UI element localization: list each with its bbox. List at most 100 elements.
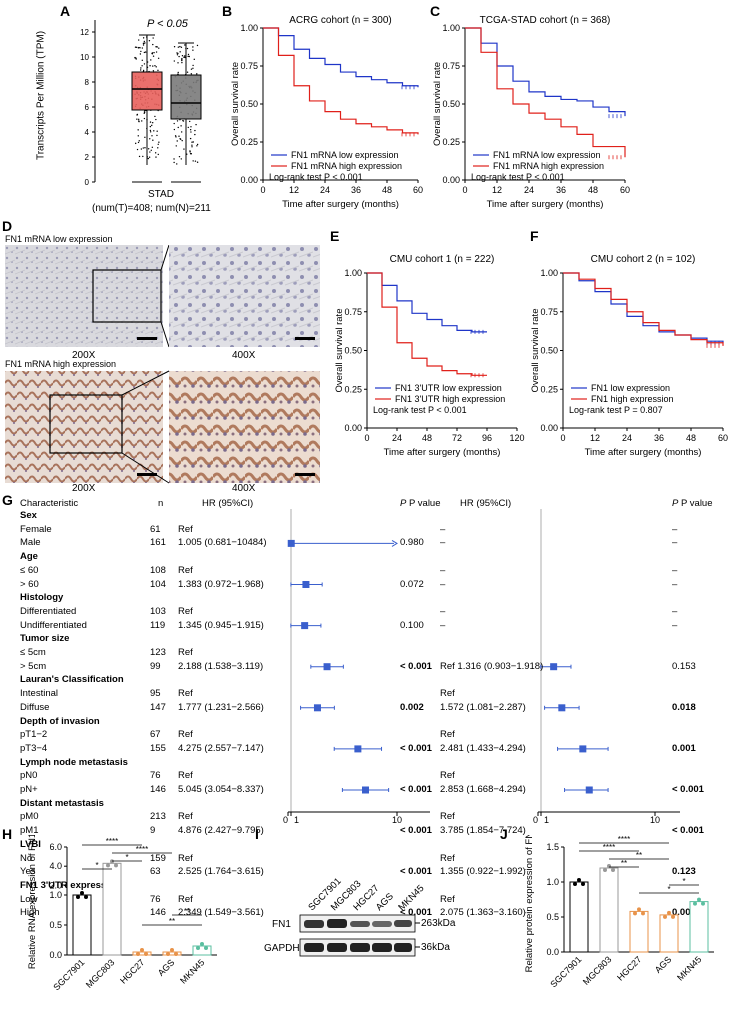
forest-hr2: – [440,564,446,576]
normal-dot [179,51,181,53]
bar-point [577,878,581,882]
header-p1: P P value [400,498,441,509]
forest-p1: < 0.001 [400,660,432,672]
forest-hr1: 2.525 (1.764−3.615) [178,866,264,878]
tumor-dot [143,63,146,65]
tumor-dot [149,65,151,67]
panel-a-ytick: 0 [85,178,90,187]
km-xtick: 12 [590,433,600,443]
normal-dot [191,144,193,146]
km-ytick: 1.00 [344,268,362,278]
km-ytick: 0.25 [240,137,258,147]
forest-label: No [20,852,33,864]
lane-label: MKN45 [396,883,426,913]
sig-stars: ** [636,851,642,860]
tumor-dot [142,147,144,149]
normal-dot [181,139,183,142]
bar-point [633,911,637,916]
bar-point [174,952,178,956]
normal-dot [177,46,180,48]
normal-dot [189,120,191,123]
tumor-dot [151,146,154,149]
forest-hr2: Ref [440,770,455,782]
forest-hr1: Ref [178,523,193,535]
tumor-dot [138,140,140,142]
forest-group-label: LVBI [20,838,41,850]
bar-MKN45 [689,901,709,953]
normal-dot [181,57,183,60]
forest-hr2: – [440,523,446,535]
forest-n: 159 [150,852,166,864]
tumor-dot [157,69,159,72]
tumor-dot [136,118,138,120]
bar-SGC7901 [72,894,92,956]
normal-dot [183,148,185,150]
km-xtick: 96 [482,433,492,443]
forest-p2: – [672,619,678,631]
bar-HGC27 [629,910,649,953]
panel-a-pvalue: P < 0.05 [147,18,189,30]
tumor-dot [152,139,154,141]
size-label-gapdh: 36kDa [421,942,450,953]
forest-n: 147 [150,701,166,713]
normal-dot [173,46,176,48]
forest1-point [362,786,370,794]
normal-dot [191,146,193,148]
tumor-dot [141,120,143,122]
bar-point [573,882,577,886]
km-xtick: 48 [422,433,432,443]
tumor-dot [152,37,154,39]
bar-MKN45 [192,945,212,956]
normal-dot [177,73,179,75]
km-xlabel: Time after surgery (months) [282,199,399,210]
forest-label: High [20,907,40,919]
km-legend-entry: FN1 3'UTR high expression [395,394,505,404]
forest-row: Male 161 1.005 (0.681−10484) 0.980 – – [0,536,730,550]
bar-point [607,864,611,868]
tumor-dot [151,52,153,55]
forest-hr2: – [440,605,446,617]
forest1-point [354,745,362,753]
band-label-gapdh: GAPDH [264,943,300,954]
normal-dot [181,55,184,57]
normal-dot [175,145,177,147]
panel-d-mag-400-high: 400X [232,483,256,494]
normal-dot [186,71,189,73]
km-xtick: 48 [686,433,696,443]
forest-hr2: Ref [440,688,455,700]
forest-hr1: Ref [178,688,193,700]
forest-row: Undifferentiated 119 1.345 (0.945−1.915) 0.… [0,619,730,633]
gapdh-band-3 [350,943,370,952]
km-logrank: Log-rank test P = 0.807 [569,405,663,415]
tumor-dot [138,120,140,123]
km-xtick: 60 [620,185,630,195]
tumor-dot [151,124,153,127]
tumor-dot [143,112,145,114]
normal-dot [173,161,175,164]
normal-dot [184,55,186,57]
tumor-dot [139,69,142,71]
bar-xtick: SGC7901 [548,954,583,989]
normal-dot [196,44,199,47]
tumor-dot [157,153,159,156]
sig-stars: **** [618,835,630,844]
tumor-dot [134,142,137,145]
bar-point [84,895,88,899]
km-xtick: 36 [351,185,361,195]
normal-dot [192,46,194,48]
forest-group-header: Distant metastasis [0,797,730,811]
forest-n: 213 [150,811,166,823]
tumor-dot [137,118,140,121]
bar-ytick: 6.0 [49,842,62,852]
km-xtick: 48 [382,185,392,195]
forest-group-label: FN1 3'UTR expression [20,879,121,891]
forest-row: ≤ 5cm 123 Ref [0,646,730,660]
panel-j-bar-chart: 0.0 0.5 1.0 1.5 Relative protein expression … [524,835,714,989]
panel-label-f: F [530,228,539,244]
panel-label-d: D [2,218,13,234]
tumor-dot [137,47,140,49]
forest-hr1: 1.383 (0.972−1.968) [178,578,264,590]
forest-group-label: Histology [20,592,64,604]
forest-hr1: 1.777 (1.231−2.566) [178,701,264,713]
bar-xtick: SGC7901 [51,957,86,992]
